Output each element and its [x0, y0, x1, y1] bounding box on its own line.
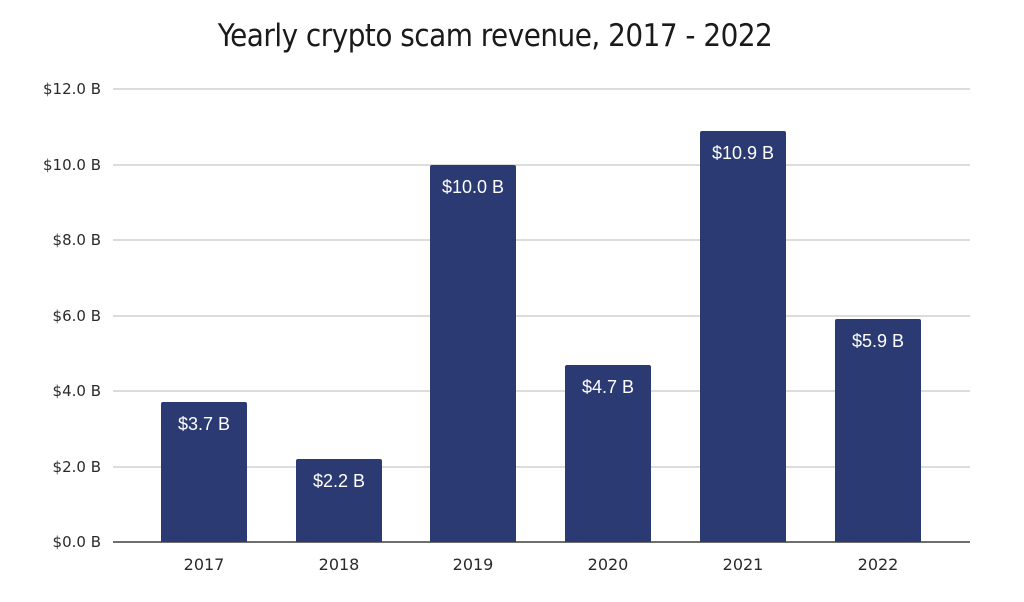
bar-2017: $3.7 B: [161, 402, 247, 542]
y-tick-label: $4.0 B: [52, 382, 101, 400]
bar-2021: $10.9 B: [700, 130, 786, 542]
x-tick-label: 2019: [452, 555, 494, 574]
gridline: [113, 163, 970, 166]
bar-2022: $5.9 B: [835, 319, 921, 542]
gridline: [113, 465, 970, 468]
x-tick-label: 2017: [183, 555, 225, 574]
bar-2020: $4.7 B: [565, 364, 651, 542]
bar-2019: $10.0 B: [430, 164, 516, 542]
x-tick-label: 2022: [857, 555, 899, 574]
bar-value-label: $10.0 B: [441, 176, 505, 197]
y-tick-label: $8.0 B: [52, 231, 101, 249]
bar-value-label: $5.9 B: [851, 331, 905, 352]
x-tick-label: 2020: [587, 555, 629, 574]
bar-2018: $2.2 B: [296, 458, 382, 542]
chart-title: Yearly crypto scam revenue, 2017 - 2022: [217, 18, 773, 54]
y-tick-label: $2.0 B: [52, 457, 101, 476]
y-tick-label: $12.0 B: [42, 80, 101, 98]
y-tick-label: $10.0 B: [42, 155, 101, 174]
bar-value-label: $2.2 B: [312, 470, 366, 491]
y-tick-label: $6.0 B: [52, 306, 101, 325]
bar-value-label: $4.7 B: [581, 376, 635, 397]
gridline: [113, 314, 970, 317]
bar-value-label: $3.7 B: [177, 414, 231, 435]
x-axis-line: [113, 541, 970, 543]
gridline: [113, 239, 970, 241]
bar-value-label: $10.9 B: [711, 142, 775, 163]
x-tick-label: 2021: [722, 555, 764, 574]
x-tick-label: 2018: [318, 555, 360, 574]
y-tick-label: $0.0 B: [52, 533, 101, 551]
gridline: [113, 88, 970, 90]
gridline: [113, 390, 970, 392]
